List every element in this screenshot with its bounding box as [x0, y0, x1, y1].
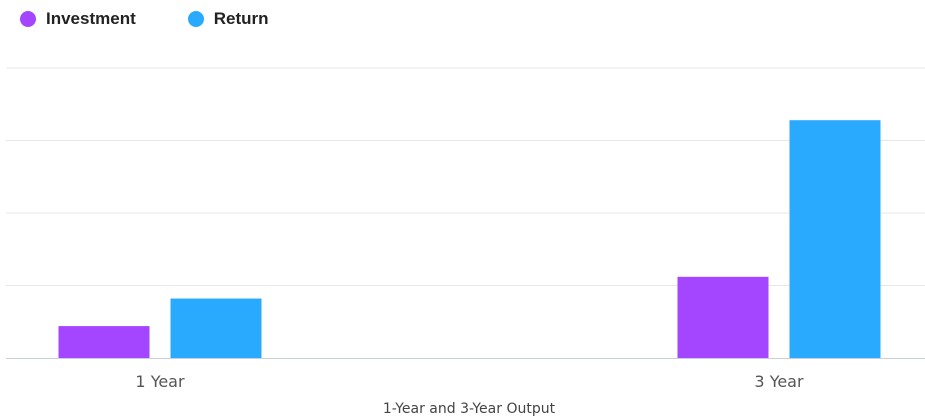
legend-swatch-investment — [20, 11, 36, 27]
gridlines — [6, 67, 925, 286]
x-tick-labels: 1 Year 3 Year — [135, 372, 804, 391]
x-tick-label: 3 Year — [754, 372, 804, 391]
legend-swatch-return — [187, 11, 204, 27]
legend-label-return: Return — [213, 9, 269, 28]
legend: Investment Return — [20, 9, 321, 29]
legend-label-investment: Investment — [46, 9, 136, 28]
bar-investment-3-year[interactable] — [677, 276, 769, 358]
legend-item-investment[interactable]: Investment — [20, 9, 136, 29]
x-tick-label: 1 Year — [135, 372, 185, 391]
x-axis-title: 1-Year and 3-Year Output — [383, 401, 556, 417]
bar-return-3-year[interactable] — [789, 120, 881, 358]
bars — [58, 120, 881, 358]
bar-investment-1-year[interactable] — [58, 326, 150, 358]
legend-item-return[interactable]: Return — [187, 9, 269, 29]
bar-return-1-year[interactable] — [170, 298, 262, 358]
